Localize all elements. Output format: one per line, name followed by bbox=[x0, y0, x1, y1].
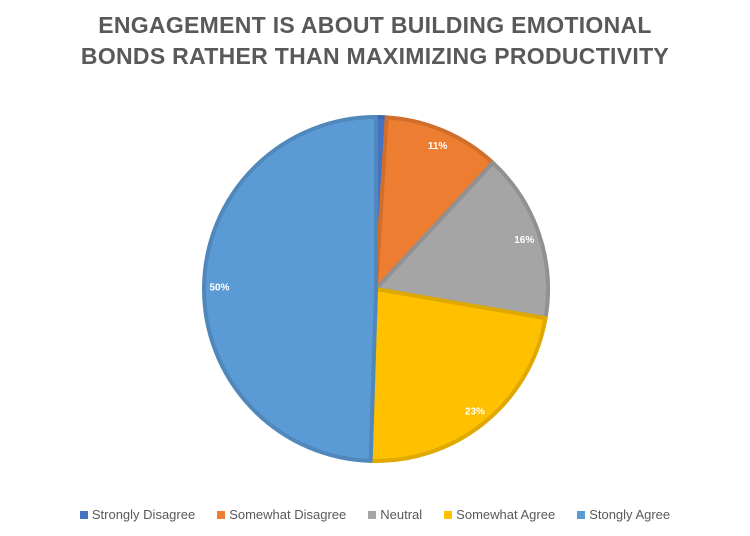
legend-swatch bbox=[217, 510, 226, 519]
pie-slice-somewhat-disagree bbox=[374, 115, 495, 291]
legend: Strongly Disagree Somewhat Disagree Neutra… bbox=[0, 507, 750, 522]
pie-slice-stongly-agree bbox=[202, 115, 378, 463]
legend-label: Stongly Agree bbox=[589, 507, 671, 522]
data-label: 11% bbox=[428, 141, 448, 152]
legend-item: Somewhat Agree bbox=[444, 507, 555, 522]
legend-swatch bbox=[368, 510, 377, 519]
legend-label: Somewhat Agree bbox=[456, 507, 556, 522]
legend-label: Somewhat Disagree bbox=[229, 507, 347, 522]
legend-label: Strongly Disagree bbox=[91, 507, 196, 522]
title-line-2: BONDS RATHER THAN MAXIMIZING PRODUCTIVIT… bbox=[80, 43, 670, 69]
chart-title: ENGAGEMENT IS ABOUT BUILDING EMOTIONAL B… bbox=[0, 10, 750, 72]
data-label: 23% bbox=[465, 406, 485, 417]
legend-item: Stongly Agree bbox=[577, 507, 670, 522]
legend-item: Somewhat Disagree bbox=[217, 507, 346, 522]
legend-item: Neutral bbox=[368, 507, 422, 522]
title-line-1: ENGAGEMENT IS ABOUT BUILDING EMOTIONAL bbox=[98, 12, 652, 38]
pie-slice-somewhat-agree bbox=[368, 287, 548, 463]
data-label: 16% bbox=[514, 235, 534, 246]
legend-label: Neutral bbox=[380, 507, 423, 522]
pie-slice-neutral bbox=[374, 160, 550, 321]
legend-swatch bbox=[577, 510, 586, 519]
legend-swatch bbox=[79, 510, 88, 519]
data-label: 50% bbox=[209, 283, 229, 294]
legend-swatch bbox=[444, 510, 453, 519]
legend-item: Strongly Disagree bbox=[79, 507, 196, 522]
